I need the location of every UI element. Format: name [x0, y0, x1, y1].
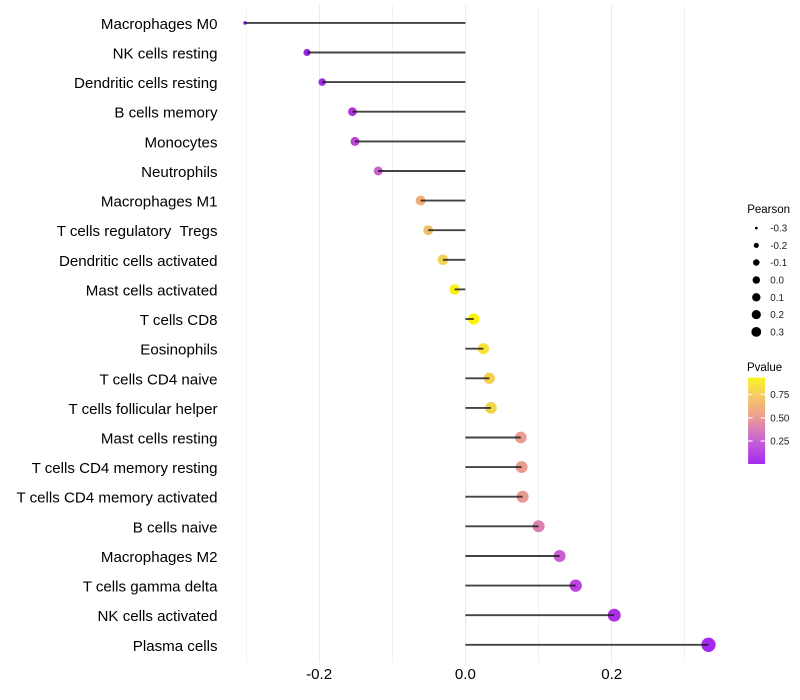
svg-text:T cells CD4 memory resting: T cells CD4 memory resting — [32, 460, 218, 477]
svg-text:Macrophages M0: Macrophages M0 — [101, 16, 218, 33]
svg-text:-0.2: -0.2 — [770, 241, 787, 252]
svg-text:0.75: 0.75 — [770, 390, 790, 401]
svg-text:0.2: 0.2 — [601, 666, 622, 683]
svg-text:-0.3: -0.3 — [770, 224, 787, 235]
svg-text:Dendritic cells resting: Dendritic cells resting — [74, 75, 217, 92]
svg-text:NK cells resting: NK cells resting — [113, 46, 218, 63]
svg-text:0.50: 0.50 — [770, 413, 790, 424]
svg-text:T cells gamma delta: T cells gamma delta — [83, 579, 218, 596]
svg-text:0.25: 0.25 — [770, 437, 790, 448]
svg-text:Macrophages M1: Macrophages M1 — [101, 194, 218, 211]
svg-text:Dendritic cells activated: Dendritic cells activated — [59, 253, 218, 270]
svg-text:Neutrophils: Neutrophils — [141, 164, 217, 181]
svg-text:0.3: 0.3 — [770, 328, 784, 339]
svg-text:B cells memory: B cells memory — [114, 105, 218, 122]
svg-text:Pearson: Pearson — [747, 204, 790, 216]
svg-text:0.2: 0.2 — [770, 310, 784, 321]
svg-text:T cells CD8: T cells CD8 — [140, 312, 218, 329]
svg-text:0.0: 0.0 — [455, 666, 476, 683]
svg-text:-0.1: -0.1 — [770, 258, 787, 269]
svg-text:Macrophages M2: Macrophages M2 — [101, 549, 218, 566]
svg-text:B cells naive: B cells naive — [133, 519, 218, 536]
svg-text:Mast cells resting: Mast cells resting — [101, 431, 218, 448]
svg-text:T cells regulatory Tregs: T cells regulatory Tregs — [57, 223, 218, 240]
svg-text:-0.2: -0.2 — [306, 666, 332, 683]
svg-text:T cells CD4 memory activated: T cells CD4 memory activated — [16, 490, 217, 507]
svg-text:NK cells activated: NK cells activated — [98, 608, 218, 625]
svg-text:T cells CD4 naive: T cells CD4 naive — [99, 371, 217, 388]
svg-text:Eosinophils: Eosinophils — [140, 342, 217, 359]
svg-text:Pvalue: Pvalue — [747, 362, 782, 374]
svg-text:Plasma cells: Plasma cells — [133, 638, 218, 655]
svg-text:0.0: 0.0 — [770, 276, 784, 287]
svg-text:Monocytes: Monocytes — [145, 134, 218, 151]
svg-text:0.1: 0.1 — [770, 293, 784, 304]
svg-text:T cells follicular helper: T cells follicular helper — [68, 401, 217, 418]
svg-text:Mast cells activated: Mast cells activated — [86, 282, 218, 299]
